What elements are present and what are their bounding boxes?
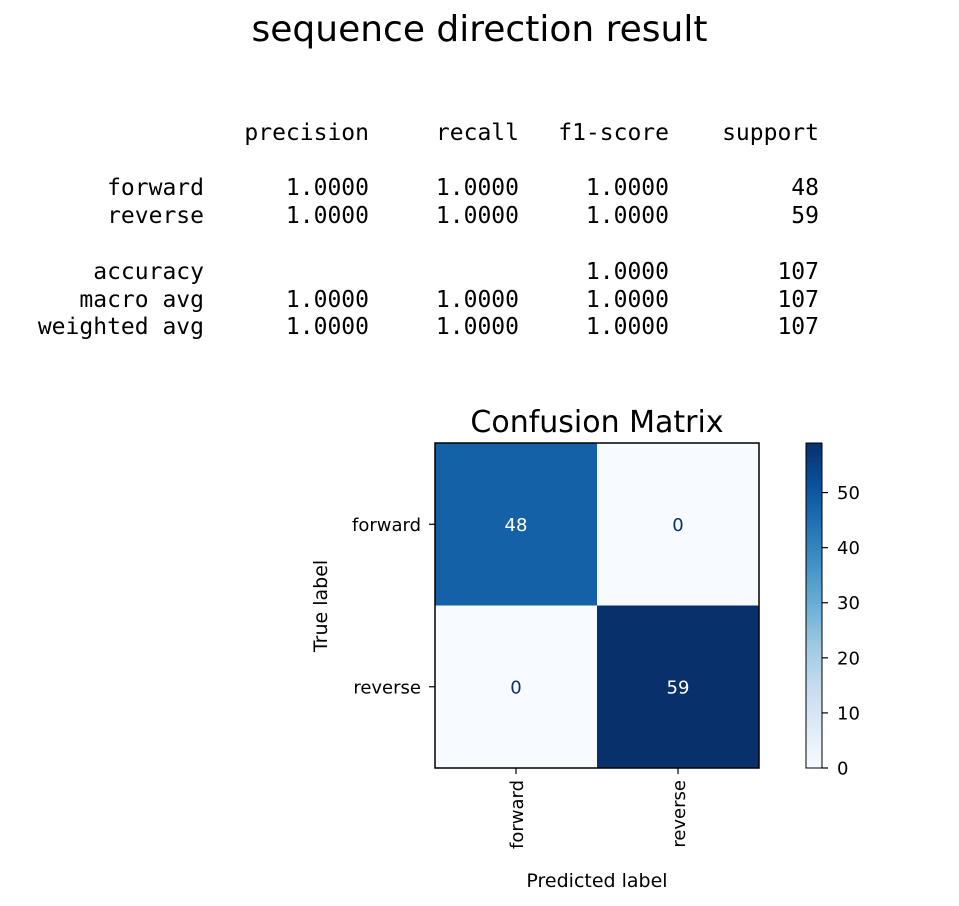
report-row-label: reverse (107, 203, 204, 229)
report-row-f1: 1.0000 (585, 287, 669, 313)
report-row-precision: 1.0000 (285, 287, 369, 313)
report-row-recall: 1.0000 (435, 314, 519, 340)
figure-title: sequence direction result (251, 9, 708, 50)
report-row-recall: 1.0000 (435, 175, 519, 201)
cell-value-label: 0 (510, 677, 521, 698)
colorbar-tick-label: 10 (837, 703, 860, 724)
colorbar-tick-label: 40 (837, 538, 860, 559)
y-axis-label: True label (310, 560, 332, 653)
x-axis-label: Predicted label (526, 870, 667, 892)
report-row-precision: 1.0000 (285, 314, 369, 340)
report-row-label: accuracy (93, 259, 204, 285)
classification-report: precision recall f1-score support forwar… (0, 0, 959, 380)
cell-values: 48 0 0 59 (505, 515, 690, 699)
report-row-support: 48 (791, 175, 819, 201)
colorbar (805, 442, 823, 769)
heatmap-cell (597, 443, 759, 606)
report-row-precision: 1.0000 (285, 175, 369, 201)
heatmap-cells (435, 443, 759, 768)
heatmap-cell (597, 605, 759, 768)
report-row-label: forward (107, 175, 204, 201)
x-tick-label: forward (507, 780, 528, 849)
chart-title: Confusion Matrix (470, 405, 723, 440)
report-header-precision: precision (244, 120, 369, 146)
colorbar-tick-label: 30 (837, 593, 860, 614)
heatmap-cell (435, 443, 597, 606)
report-row-label: weighted avg (37, 314, 204, 340)
report-row-f1: 1.0000 (585, 259, 669, 285)
colorbar-tick-label: 50 (837, 483, 860, 504)
report-row-support: 59 (791, 203, 819, 229)
report-header-recall: recall (435, 120, 519, 146)
y-tick-label: forward (352, 515, 421, 536)
y-tick-label: reverse (353, 677, 421, 698)
report-row-support: 107 (777, 314, 819, 340)
colorbar-tick-label: 20 (837, 648, 860, 669)
report-row-f1: 1.0000 (585, 314, 669, 340)
plot-frame (434, 442, 760, 769)
heatmap-cell (435, 605, 597, 768)
report-row-recall: 1.0000 (435, 287, 519, 313)
report-row-support: 107 (777, 287, 819, 313)
colorbar-ticks: 0 10 20 30 40 50 (822, 483, 860, 780)
report-header-f1-score: f1-score (558, 120, 669, 146)
report-row-f1: 1.0000 (585, 203, 669, 229)
report-row-f1: 1.0000 (585, 175, 669, 201)
report-header-support: support (722, 120, 819, 146)
cell-value-label: 0 (672, 515, 683, 536)
report-row-label: macro avg (79, 287, 204, 313)
axis-ticks: forward reverse forward reverse (352, 515, 690, 849)
cell-value-label: 59 (667, 677, 690, 698)
cell-value-label: 48 (505, 515, 528, 536)
report-row-precision: 1.0000 (285, 203, 369, 229)
x-tick-label: reverse (669, 780, 690, 848)
report-row-support: 107 (777, 259, 819, 285)
report-row-recall: 1.0000 (435, 203, 519, 229)
colorbar-tick-label: 0 (837, 759, 848, 780)
